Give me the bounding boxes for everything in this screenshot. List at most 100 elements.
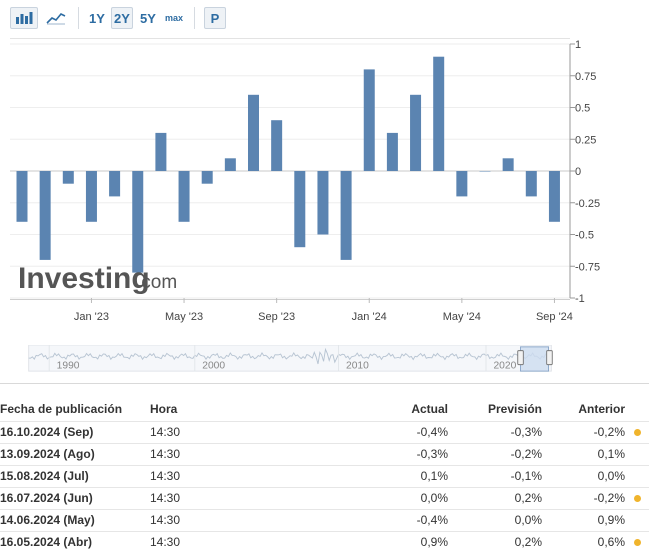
y-tick-label: -0.25 (575, 198, 600, 210)
row-actual: 0,1% (300, 464, 448, 487)
row-forecast: -0,2% (448, 442, 542, 465)
chart-bar[interactable] (39, 171, 51, 260)
chart-bars (16, 56, 560, 273)
navigator-left-handle[interactable] (517, 350, 524, 366)
header-forecast[interactable]: Previsión (487, 401, 542, 416)
row-previous: 0,9% (542, 508, 625, 531)
chart-bar[interactable] (224, 158, 236, 171)
y-tick-label: 0.5 (575, 103, 590, 115)
bar-chart-button[interactable] (10, 7, 38, 29)
x-tick-label: May '24 (443, 311, 481, 323)
chart-bar[interactable] (178, 171, 190, 222)
line-chart-icon (46, 13, 66, 25)
revised-dot-icon[interactable] (633, 495, 641, 502)
header-actual[interactable]: Actual (411, 401, 448, 416)
chart-bar[interactable] (132, 171, 144, 273)
row-revised-cell (625, 442, 649, 465)
y-tick-label: -1 (575, 293, 585, 305)
navigator-right-handle[interactable] (546, 350, 553, 366)
chart-bar[interactable] (340, 171, 352, 260)
table-row: 15.08.2024 (Jul) 14:30 0,1% -0,1% 0,0% (0, 464, 649, 487)
chart-bar[interactable] (386, 132, 398, 171)
navigator-year-labels: 1990 2000 2010 2020 (57, 360, 517, 371)
navigator-gridlines (48, 345, 487, 372)
row-revised-cell (625, 464, 649, 487)
chart-gridlines (10, 43, 575, 299)
x-tick-label: Sep '23 (258, 311, 295, 323)
range-max-button[interactable]: max (164, 13, 183, 23)
row-date: 15.08.2024 (Jul) (0, 464, 150, 487)
row-previous: -0,2% (542, 420, 625, 443)
row-previous: 0,0% (542, 464, 625, 487)
chart-bar[interactable] (62, 171, 74, 184)
row-actual: -0,3% (300, 442, 448, 465)
range-2y-button[interactable]: 2Y (111, 7, 133, 29)
y-tick-label: 0.25 (575, 134, 596, 146)
navigator-selection[interactable] (520, 346, 549, 372)
row-forecast: 0,2% (448, 486, 542, 509)
table-row: 16.10.2024 (Sep) 14:30 -0,4% -0,3% -0,2% (0, 420, 649, 443)
row-revised-cell (625, 508, 649, 531)
x-tick-label: Sep '24 (536, 311, 573, 323)
watermark-brand: Investing (18, 262, 150, 295)
y-tick-label: 0.75 (575, 71, 596, 83)
x-tick-label: May '23 (165, 311, 203, 323)
y-tick-label: -0.75 (575, 261, 600, 273)
toolbar-separator (78, 7, 79, 29)
row-forecast: 0,0% (448, 508, 542, 531)
chart-bar[interactable] (109, 171, 121, 197)
row-actual: 0,9% (300, 530, 448, 553)
range-5y-button[interactable]: 5Y (140, 10, 156, 26)
row-revised-cell (625, 486, 649, 509)
row-date: 16.10.2024 (Sep) (0, 420, 150, 443)
revised-dot-icon[interactable] (633, 429, 641, 436)
release-history-table: Fecha de publicación Hora Actual Previsi… (0, 397, 649, 553)
navigator-year-label: 1990 (57, 360, 80, 371)
chart-bar[interactable] (410, 94, 422, 171)
chart-bar[interactable] (363, 69, 375, 171)
table-row: 16.07.2024 (Jun) 14:30 0,0% 0,2% -0,2% (0, 486, 649, 509)
y-tick-label: -0.5 (575, 230, 594, 242)
navigator-series (28, 347, 552, 365)
chart-bar[interactable] (155, 132, 167, 171)
chart-bar[interactable] (271, 120, 283, 171)
chart-bar[interactable] (548, 171, 560, 222)
row-date: 16.07.2024 (Jun) (0, 486, 150, 509)
row-previous: 0,6% (542, 530, 625, 553)
chart-bar[interactable] (85, 171, 97, 222)
watermark-suffix: .com (136, 272, 177, 293)
chart-bar[interactable] (16, 171, 28, 222)
row-revised-cell (625, 420, 649, 443)
revised-dot-icon[interactable] (633, 539, 641, 547)
print-button[interactable]: P (204, 7, 226, 29)
header-time[interactable]: Hora (150, 401, 178, 416)
row-date: 13.09.2024 (Ago) (0, 442, 150, 465)
row-actual: -0,4% (300, 508, 448, 531)
row-actual: -0,4% (300, 420, 448, 443)
bar-chart-icon (16, 12, 33, 24)
row-time: 14:30 (150, 464, 300, 487)
range-1y-button[interactable]: 1Y (89, 10, 105, 26)
chart-bar[interactable] (248, 94, 259, 171)
header-date[interactable]: Fecha de publicación (0, 401, 123, 416)
y-tick-label: 0 (575, 166, 581, 178)
header-previous[interactable]: Anterior (578, 401, 625, 416)
line-chart-button[interactable] (42, 7, 70, 29)
header-revised-spacer (625, 397, 649, 421)
chart-bar[interactable] (294, 171, 306, 248)
chart-bar[interactable] (317, 171, 329, 235)
row-time: 14:30 (150, 530, 300, 553)
chart-area (10, 38, 570, 300)
row-time: 14:30 (150, 420, 300, 443)
row-forecast: -0,3% (448, 420, 542, 443)
chart-bar[interactable] (525, 171, 537, 197)
navigator-year-label: 2010 (346, 360, 369, 371)
row-date: 14.06.2024 (May) (0, 508, 150, 531)
chart-bar[interactable] (502, 158, 514, 171)
chart-bar[interactable] (479, 171, 491, 172)
chart-bar[interactable] (433, 56, 445, 172)
time-navigator[interactable]: 1990 2000 2010 2020 (10, 345, 570, 373)
chart-bar[interactable] (201, 171, 213, 184)
row-time: 14:30 (150, 486, 300, 509)
chart-bar[interactable] (456, 171, 468, 197)
